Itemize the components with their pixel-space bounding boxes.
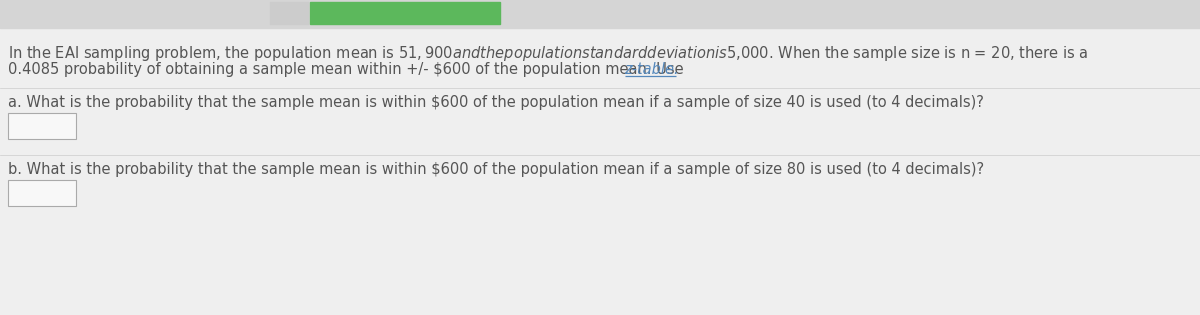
- Text: |: |: [52, 192, 55, 202]
- Bar: [270, 2, 308, 24]
- Text: z-table.: z-table.: [624, 62, 679, 77]
- Text: 0.4085 probability of obtaining a sample mean within +/- $600 of the population : 0.4085 probability of obtaining a sample…: [8, 62, 689, 77]
- FancyBboxPatch shape: [8, 180, 76, 206]
- Bar: [310, 2, 500, 24]
- Text: a. What is the probability that the sample mean is within $600 of the population: a. What is the probability that the samp…: [8, 95, 984, 110]
- Bar: [0, 0, 1200, 28]
- Text: b. What is the probability that the sample mean is within $600 of the population: b. What is the probability that the samp…: [8, 162, 984, 177]
- Text: In the EAI sampling problem, the population mean is $51,900 and the population s: In the EAI sampling problem, the populat…: [8, 44, 1088, 63]
- FancyBboxPatch shape: [8, 113, 76, 139]
